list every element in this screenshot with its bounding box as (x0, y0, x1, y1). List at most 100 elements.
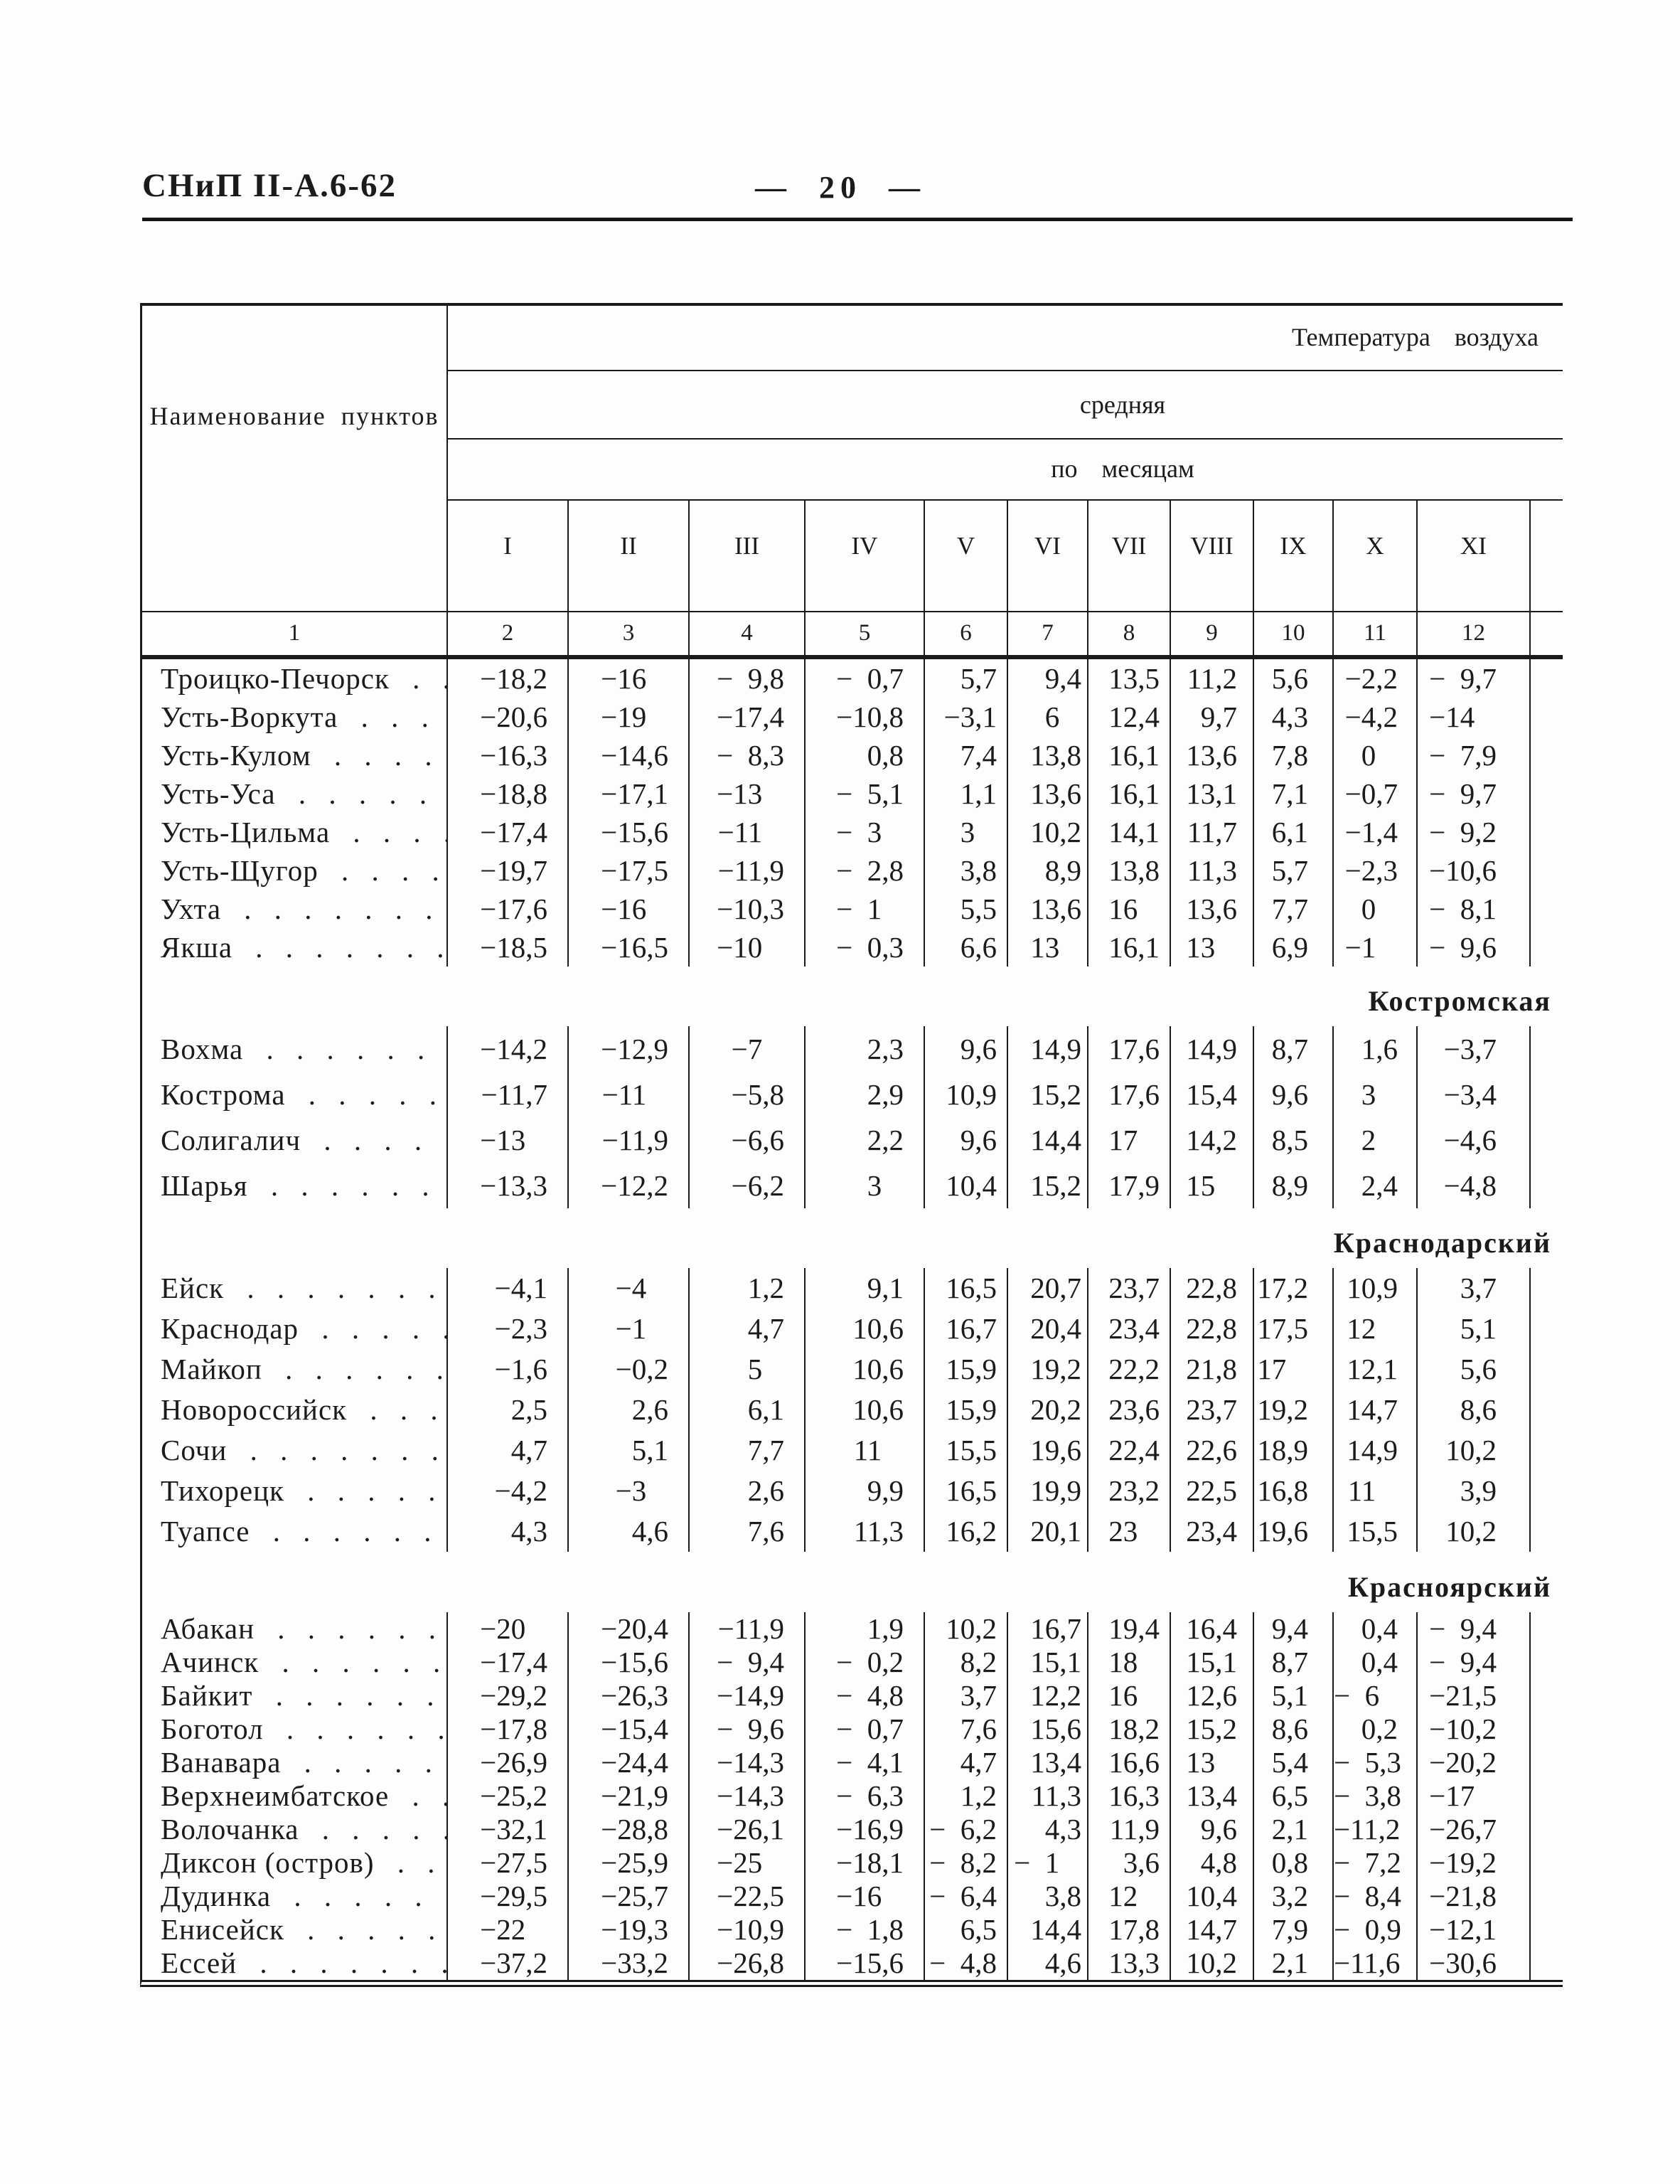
city-name-cell: Дудинка . . . . . . . . . . . . . . (142, 1880, 448, 1913)
temp-value-cell: 7,6 (924, 1712, 1007, 1746)
temp-value-cell: 8,6 (1416, 1390, 1531, 1430)
temp-value-cell: − 7,9 (1416, 736, 1531, 774)
temp-value-cell: − 1 (1007, 1846, 1087, 1880)
temp-value-cell: 12 (1087, 1880, 1170, 1913)
dot-leader: . . . . . . . . . . . . . . (282, 1646, 441, 1678)
temp-value-cell: −32,1 (480, 1813, 547, 1845)
temp-value-cell: 12,1 (1332, 1349, 1416, 1390)
header-gutter (1531, 612, 1563, 655)
temp-value-cell: −20 (480, 1612, 547, 1645)
temp-value-cell: − 2,8 (804, 851, 924, 890)
month-column-header: III (688, 501, 804, 611)
temp-value-cell: − 4,8 (804, 1679, 924, 1712)
temp-value-cell: 23,4 (1170, 1511, 1253, 1552)
temp-value-cell: −5,8 (688, 1072, 804, 1117)
header-gutter (1531, 501, 1563, 611)
temp-value-cell: −4,2 (494, 1474, 547, 1507)
city-name: Енисейск (161, 1913, 284, 1946)
temp-value-cell: 13 (1007, 928, 1087, 966)
city-name: Усть-Кулом (161, 739, 311, 772)
column-numbers-row: 1 2 3 4 5 6 7 8 9 10 11 12 (142, 611, 1563, 659)
table-row: Дудинка . . . . . . . . . . . . . . −29,5… (142, 1880, 1563, 1913)
temp-value-cell: − 6,3 (804, 1779, 924, 1813)
temp-value-cell: −26,3 (567, 1679, 688, 1712)
city-name: Троицко-Печорск (161, 662, 390, 695)
table-row: Туапсе . . . . . . . . . . . . . . 4,3 4,6… (142, 1511, 1563, 1552)
temp-value-cell: 8,6 (1253, 1712, 1332, 1746)
temp-value-cell: −26,7 (1416, 1813, 1531, 1846)
temp-value-cell: −16 (804, 1880, 924, 1913)
column-number: 9 (1170, 612, 1253, 655)
temp-value-cell: 22,2 (1087, 1349, 1170, 1390)
temp-value-cell: −4,2 (1332, 698, 1416, 736)
temp-value-cell: −14,3 (688, 1746, 804, 1779)
temp-value-cell: −11,9 (567, 1117, 688, 1163)
temp-value-cell: −10,9 (688, 1913, 804, 1946)
temp-value-cell: 18 (1087, 1646, 1170, 1679)
temp-value-cell: 10,2 (1170, 1946, 1253, 1980)
temp-value-cell: 13,8 (1007, 736, 1087, 774)
temp-value-cell: −15,6 (804, 1946, 924, 1980)
temp-value-cell: 5,1 (1416, 1309, 1531, 1349)
temp-value-cell: 4,3 (510, 1515, 547, 1548)
dot-leader: . . . . . . . . . . . . . . (341, 854, 439, 887)
temp-value-cell: 5,1 (1253, 1679, 1332, 1712)
temp-value-cell: −3,7 (1416, 1026, 1531, 1072)
city-name-cell: Ейск . . . . . . . . . . . . . . (142, 1268, 448, 1309)
city-name-cell: Тихорецк . . . . . . . . . . . . . . (142, 1471, 448, 1511)
column-number: 10 (1253, 612, 1332, 655)
temp-value-cell: 15,6 (1007, 1712, 1087, 1746)
temp-value-cell: 16,5 (924, 1471, 1007, 1511)
temp-value-cell: 9,4 (1253, 1612, 1332, 1646)
temp-value-cell: −13 (688, 774, 804, 813)
temp-value-cell: −12,1 (1416, 1913, 1531, 1946)
city-name: Ессей (161, 1946, 237, 1979)
city-name-cell: Солигалич . . . . . . . . . . . . . . (142, 1117, 448, 1163)
temp-value-cell: 23,7 (1170, 1390, 1253, 1430)
temp-value-cell: 17,6 (1087, 1072, 1170, 1117)
temp-value-cell: 14,1 (1087, 813, 1170, 851)
city-name: Краснодар (161, 1312, 299, 1345)
temp-value-cell: −4,8 (1416, 1163, 1531, 1208)
table-row: Троицко-Печорск . . . . . . . . . . . . … (142, 659, 1563, 698)
temp-value-cell: 6,6 (924, 928, 1007, 966)
temp-value-cell: 22,4 (1087, 1430, 1170, 1471)
temp-value-cell: 16,5 (924, 1268, 1007, 1309)
temp-value-cell: 11,2 (1170, 659, 1253, 698)
temp-value-cell: 6 (1007, 698, 1087, 736)
table-row: Сочи . . . . . . . . . . . . . . 4,7 5,17,… (142, 1430, 1563, 1471)
column-number: 12 (1416, 612, 1531, 655)
temp-value-cell: 2,1 (1253, 1946, 1332, 1980)
temp-value-cell: 16 (1087, 890, 1170, 928)
temp-value-cell: −10 (688, 928, 804, 966)
temp-value-cell: −20,4 (567, 1612, 688, 1646)
temp-value-cell: −29,5 (480, 1880, 547, 1912)
temp-value-cell: 13,4 (1170, 1779, 1253, 1813)
temp-value-cell: 10,4 (1170, 1880, 1253, 1913)
temp-value-cell: 4,7 (688, 1309, 804, 1349)
temp-value-cell: −16 (567, 659, 688, 698)
city-name-cell: Боготол . . . . . . . . . . . . . . (142, 1712, 448, 1746)
temp-value-cell: −11 (567, 1072, 688, 1117)
temp-value-cell: 4,6 (1007, 1946, 1087, 1980)
temp-value-cell: 5,7 (1253, 851, 1332, 890)
temp-value-cell: −26,1 (688, 1813, 804, 1846)
temp-value-cell: −11,6 (1332, 1946, 1416, 1980)
temp-value-cell: 13,6 (1170, 890, 1253, 928)
temp-value-cell: 17,9 (1087, 1163, 1170, 1208)
temp-value-cell: 9,6 (924, 1026, 1007, 1072)
temp-value-cell: 23,2 (1087, 1471, 1170, 1511)
temp-value-cell: −22,5 (688, 1880, 804, 1913)
temp-value-cell: 20,1 (1007, 1511, 1087, 1552)
temp-value-cell: − 9,4 (1416, 1612, 1531, 1646)
temp-value-cell: − 7,2 (1332, 1846, 1416, 1880)
temp-value-cell: 15,5 (1332, 1511, 1416, 1552)
temp-value-cell: 13,3 (1087, 1946, 1170, 1980)
temp-value-cell: 9,6 (924, 1117, 1007, 1163)
temp-value-cell: −13,3 (480, 1169, 547, 1202)
temp-value-cell: −26,9 (480, 1746, 547, 1779)
temp-value-cell: 15,4 (1170, 1072, 1253, 1117)
temp-value-cell: 9,7 (1170, 698, 1253, 736)
temp-value-cell: 16,8 (1253, 1471, 1332, 1511)
temp-value-cell: 12 (1332, 1309, 1416, 1349)
